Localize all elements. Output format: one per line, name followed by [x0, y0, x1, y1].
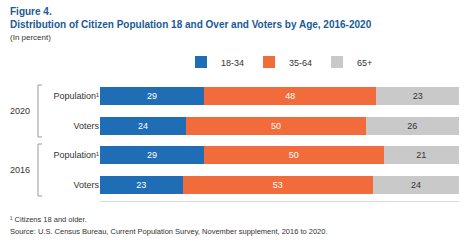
svg-text:Figure 4.: Figure 4. — [10, 6, 52, 17]
svg-text:26: 26 — [407, 121, 417, 131]
svg-text:29: 29 — [147, 91, 157, 101]
svg-text:29: 29 — [147, 150, 157, 160]
svg-text:2020: 2020 — [10, 106, 30, 116]
svg-text:24: 24 — [411, 180, 421, 190]
svg-text:24: 24 — [138, 121, 148, 131]
svg-text:Distribution of Citizen Popula: Distribution of Citizen Population 18 an… — [10, 19, 372, 30]
svg-text:23: 23 — [136, 180, 146, 190]
svg-text:50: 50 — [271, 121, 281, 131]
svg-text:Population¹: Population¹ — [53, 150, 99, 160]
svg-text:48: 48 — [285, 91, 295, 101]
svg-text:35-64: 35-64 — [289, 58, 312, 68]
svg-text:Population¹: Population¹ — [53, 91, 99, 101]
svg-text:65+: 65+ — [357, 58, 372, 68]
svg-text:21: 21 — [416, 150, 426, 160]
svg-text:53: 53 — [273, 180, 283, 190]
svg-text:¹ Citizens 18 and older.: ¹ Citizens 18 and older. — [10, 215, 87, 224]
svg-text:2016: 2016 — [10, 165, 30, 175]
svg-text:Voters: Voters — [73, 180, 99, 190]
svg-text:Source: U.S. Census Bureau, Cu: Source: U.S. Census Bureau, Current Popu… — [10, 227, 328, 236]
svg-text:18-34: 18-34 — [221, 58, 244, 68]
svg-text:(In percent): (In percent) — [10, 33, 51, 42]
svg-text:50: 50 — [289, 150, 299, 160]
svg-text:Voters: Voters — [73, 121, 99, 131]
svg-text:23: 23 — [413, 91, 423, 101]
